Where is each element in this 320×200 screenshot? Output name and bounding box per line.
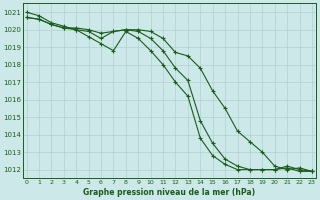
X-axis label: Graphe pression niveau de la mer (hPa): Graphe pression niveau de la mer (hPa) bbox=[83, 188, 255, 197]
